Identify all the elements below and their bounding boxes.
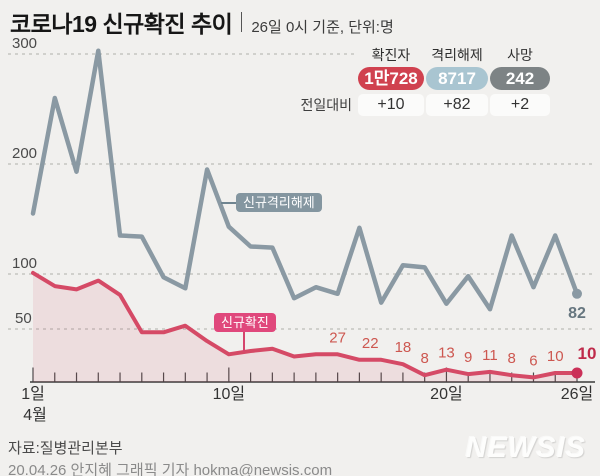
point-label: 8 bbox=[508, 350, 516, 367]
confirmed-area bbox=[33, 272, 577, 382]
point-label: 22 bbox=[362, 335, 379, 352]
y-tick-label: 100 bbox=[12, 255, 37, 272]
series-label-confirmed: 신규확진 bbox=[214, 313, 276, 332]
released-line bbox=[30, 48, 580, 312]
newsis-logo: NEWSIS bbox=[465, 432, 586, 464]
end-label-confirmed: 10 bbox=[578, 344, 597, 363]
x-tick-label: 26일 bbox=[561, 385, 594, 403]
point-label: 11 bbox=[482, 347, 498, 364]
point-label: 6 bbox=[529, 352, 537, 369]
y-tick-label: 50 bbox=[15, 310, 32, 327]
stat-row-label: 전일대비 bbox=[300, 97, 352, 113]
point-label: 13 bbox=[438, 345, 455, 362]
x-tick-label: 20일 bbox=[430, 385, 463, 403]
x-month-label: 4월 bbox=[23, 406, 47, 424]
stat-value-deaths: 242 bbox=[490, 67, 550, 90]
stat-delta-deaths: +2 bbox=[490, 94, 550, 116]
title-divider bbox=[241, 12, 243, 32]
credit-text: 20.04.26 안지혜 그래픽 기자 hokma@newsis.com bbox=[8, 462, 333, 476]
source-text: 자료:질병관리본부 bbox=[8, 440, 123, 457]
stats-table: 확진자 격리해제 사망 1만728 8717 242 전일대비 +10 +82 … bbox=[296, 47, 550, 116]
released-end-dot bbox=[572, 288, 582, 299]
spacer bbox=[296, 47, 356, 63]
end-label-released: 82 bbox=[568, 305, 586, 322]
point-label: 18 bbox=[395, 339, 412, 356]
page-title: 코로나19 신규확진 추이 bbox=[10, 11, 233, 37]
x-tick-label: 1일 bbox=[21, 385, 45, 403]
stat-header-released: 격리해제 bbox=[431, 47, 483, 63]
y-tick-label: 200 bbox=[12, 145, 37, 162]
x-tick-label: 10일 bbox=[213, 385, 246, 403]
page-subtitle: 26일 0시 기준, 단위:명 bbox=[251, 19, 394, 36]
stat-header-confirmed: 확진자 bbox=[371, 47, 411, 63]
spacer bbox=[296, 67, 356, 90]
point-label: 27 bbox=[329, 329, 346, 346]
point-label: 8 bbox=[421, 350, 429, 367]
point-label: 9 bbox=[464, 349, 472, 366]
confirmed-line bbox=[31, 270, 579, 380]
stat-header-deaths: 사망 bbox=[507, 47, 533, 63]
header: 코로나19 신규확진 추이 26일 0시 기준, 단위:명 bbox=[10, 5, 394, 39]
y-tick-label: 300 bbox=[12, 35, 37, 52]
stat-delta-released: +82 bbox=[426, 94, 488, 116]
confirmed-end-dot bbox=[571, 367, 583, 379]
stat-delta-confirmed: +10 bbox=[358, 94, 424, 116]
stat-value-confirmed: 1만728 bbox=[358, 67, 424, 90]
series-label-released: 신규격리해제 bbox=[236, 193, 322, 212]
point-label: 10 bbox=[547, 348, 564, 365]
stat-value-released: 8717 bbox=[426, 67, 488, 90]
